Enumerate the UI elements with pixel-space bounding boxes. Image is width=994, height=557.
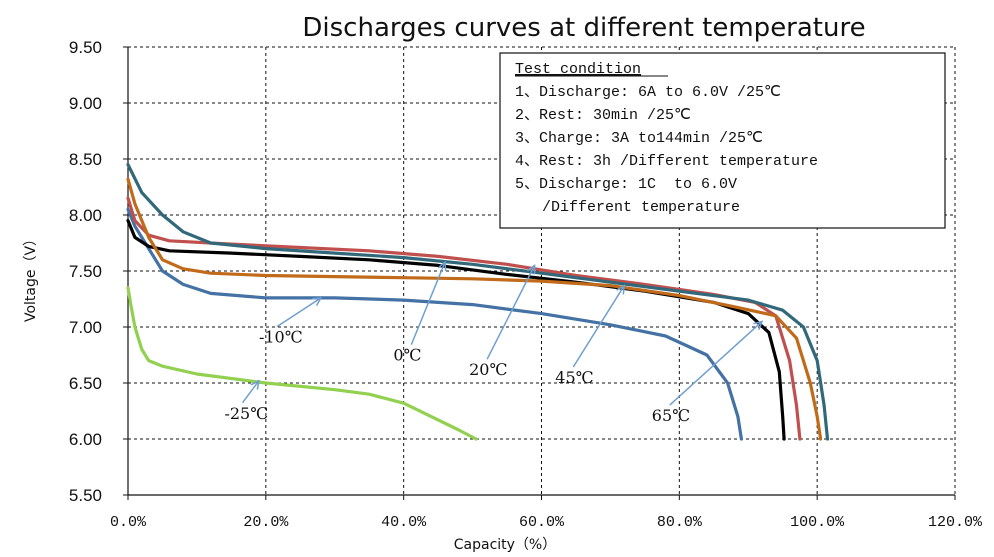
legend-line: 5、Discharge: 1C to 6.0V: [515, 176, 737, 193]
annotation-arrow: [669, 321, 762, 406]
legend-line: 1、Discharge: 6A to 6.0V /25℃: [515, 84, 781, 101]
legend-line: 3、Charge: 3A to144min /25℃: [515, 130, 763, 147]
annotation-label: 0℃: [393, 346, 421, 365]
annotation-label: 45℃: [555, 368, 593, 387]
y-tick-label: 8.00: [69, 206, 102, 225]
series-line: [126, 177, 823, 441]
y-tick-label: 9.50: [69, 38, 102, 57]
x-tick-label: 0.0%: [110, 514, 147, 531]
legend-line: /Different temperature: [515, 199, 740, 216]
chart-title: Discharges curves at different temperatu…: [302, 13, 865, 43]
annotation-label: -10℃: [259, 328, 303, 347]
y-tick-label: 6.00: [69, 430, 102, 449]
y-tick-label: 5.50: [69, 486, 102, 505]
y-axis-label: Voltage（V）: [23, 232, 39, 322]
test-condition-box: Test condition 1、Discharge: 6A to 6.0V /2…: [499, 52, 946, 229]
y-tick-label: 8.50: [69, 150, 102, 169]
annotation-arrow: [572, 286, 624, 368]
legend-box: [499, 52, 946, 229]
legend-line: 2、Rest: 30min /25℃: [515, 107, 691, 124]
x-tick-label: 120.0%: [928, 514, 983, 531]
axes: [123, 46, 956, 500]
annotation-arrow: [410, 262, 445, 345]
y-tick-label: 6.50: [69, 374, 102, 393]
y-tick-label: 7.00: [69, 318, 102, 337]
series-line: [126, 196, 802, 441]
annotation-label: -25℃: [224, 404, 268, 423]
legend-line: 4、Rest: 3h /Different temperature: [515, 153, 818, 170]
x-axis-label: Capacity（%）: [454, 537, 556, 553]
series-line: [126, 219, 786, 441]
y-tick-label: 9.00: [69, 94, 102, 113]
annotation-label: 65℃: [652, 406, 690, 425]
annotation-arrow: [276, 298, 321, 328]
x-tick-label: 60.0%: [519, 514, 565, 531]
annotations: -25℃ -10℃ 0℃ 20℃ 45℃ 65℃: [224, 262, 762, 425]
series-line: [126, 163, 830, 441]
annotation-label: 20℃: [469, 360, 507, 379]
legend-title: Test condition: [515, 61, 641, 78]
x-tick-labels: 0.0% 20.0% 40.0% 60.0% 80.0% 100.0% 120.0%: [110, 514, 983, 531]
annotation-arrow: [241, 381, 258, 404]
x-tick-label: 100.0%: [790, 514, 845, 531]
x-tick-label: 20.0%: [243, 514, 289, 531]
x-tick-label: 80.0%: [657, 514, 703, 531]
x-tick-label: 40.0%: [381, 514, 427, 531]
series-line: [126, 286, 478, 441]
series-lines: [126, 163, 830, 441]
y-tick-labels: 5.50 6.00 6.50 7.00 7.50 8.00 8.50 9.00 9.50: [69, 38, 102, 505]
annotation-arrow: [486, 265, 534, 360]
y-tick-label: 7.50: [69, 262, 102, 281]
